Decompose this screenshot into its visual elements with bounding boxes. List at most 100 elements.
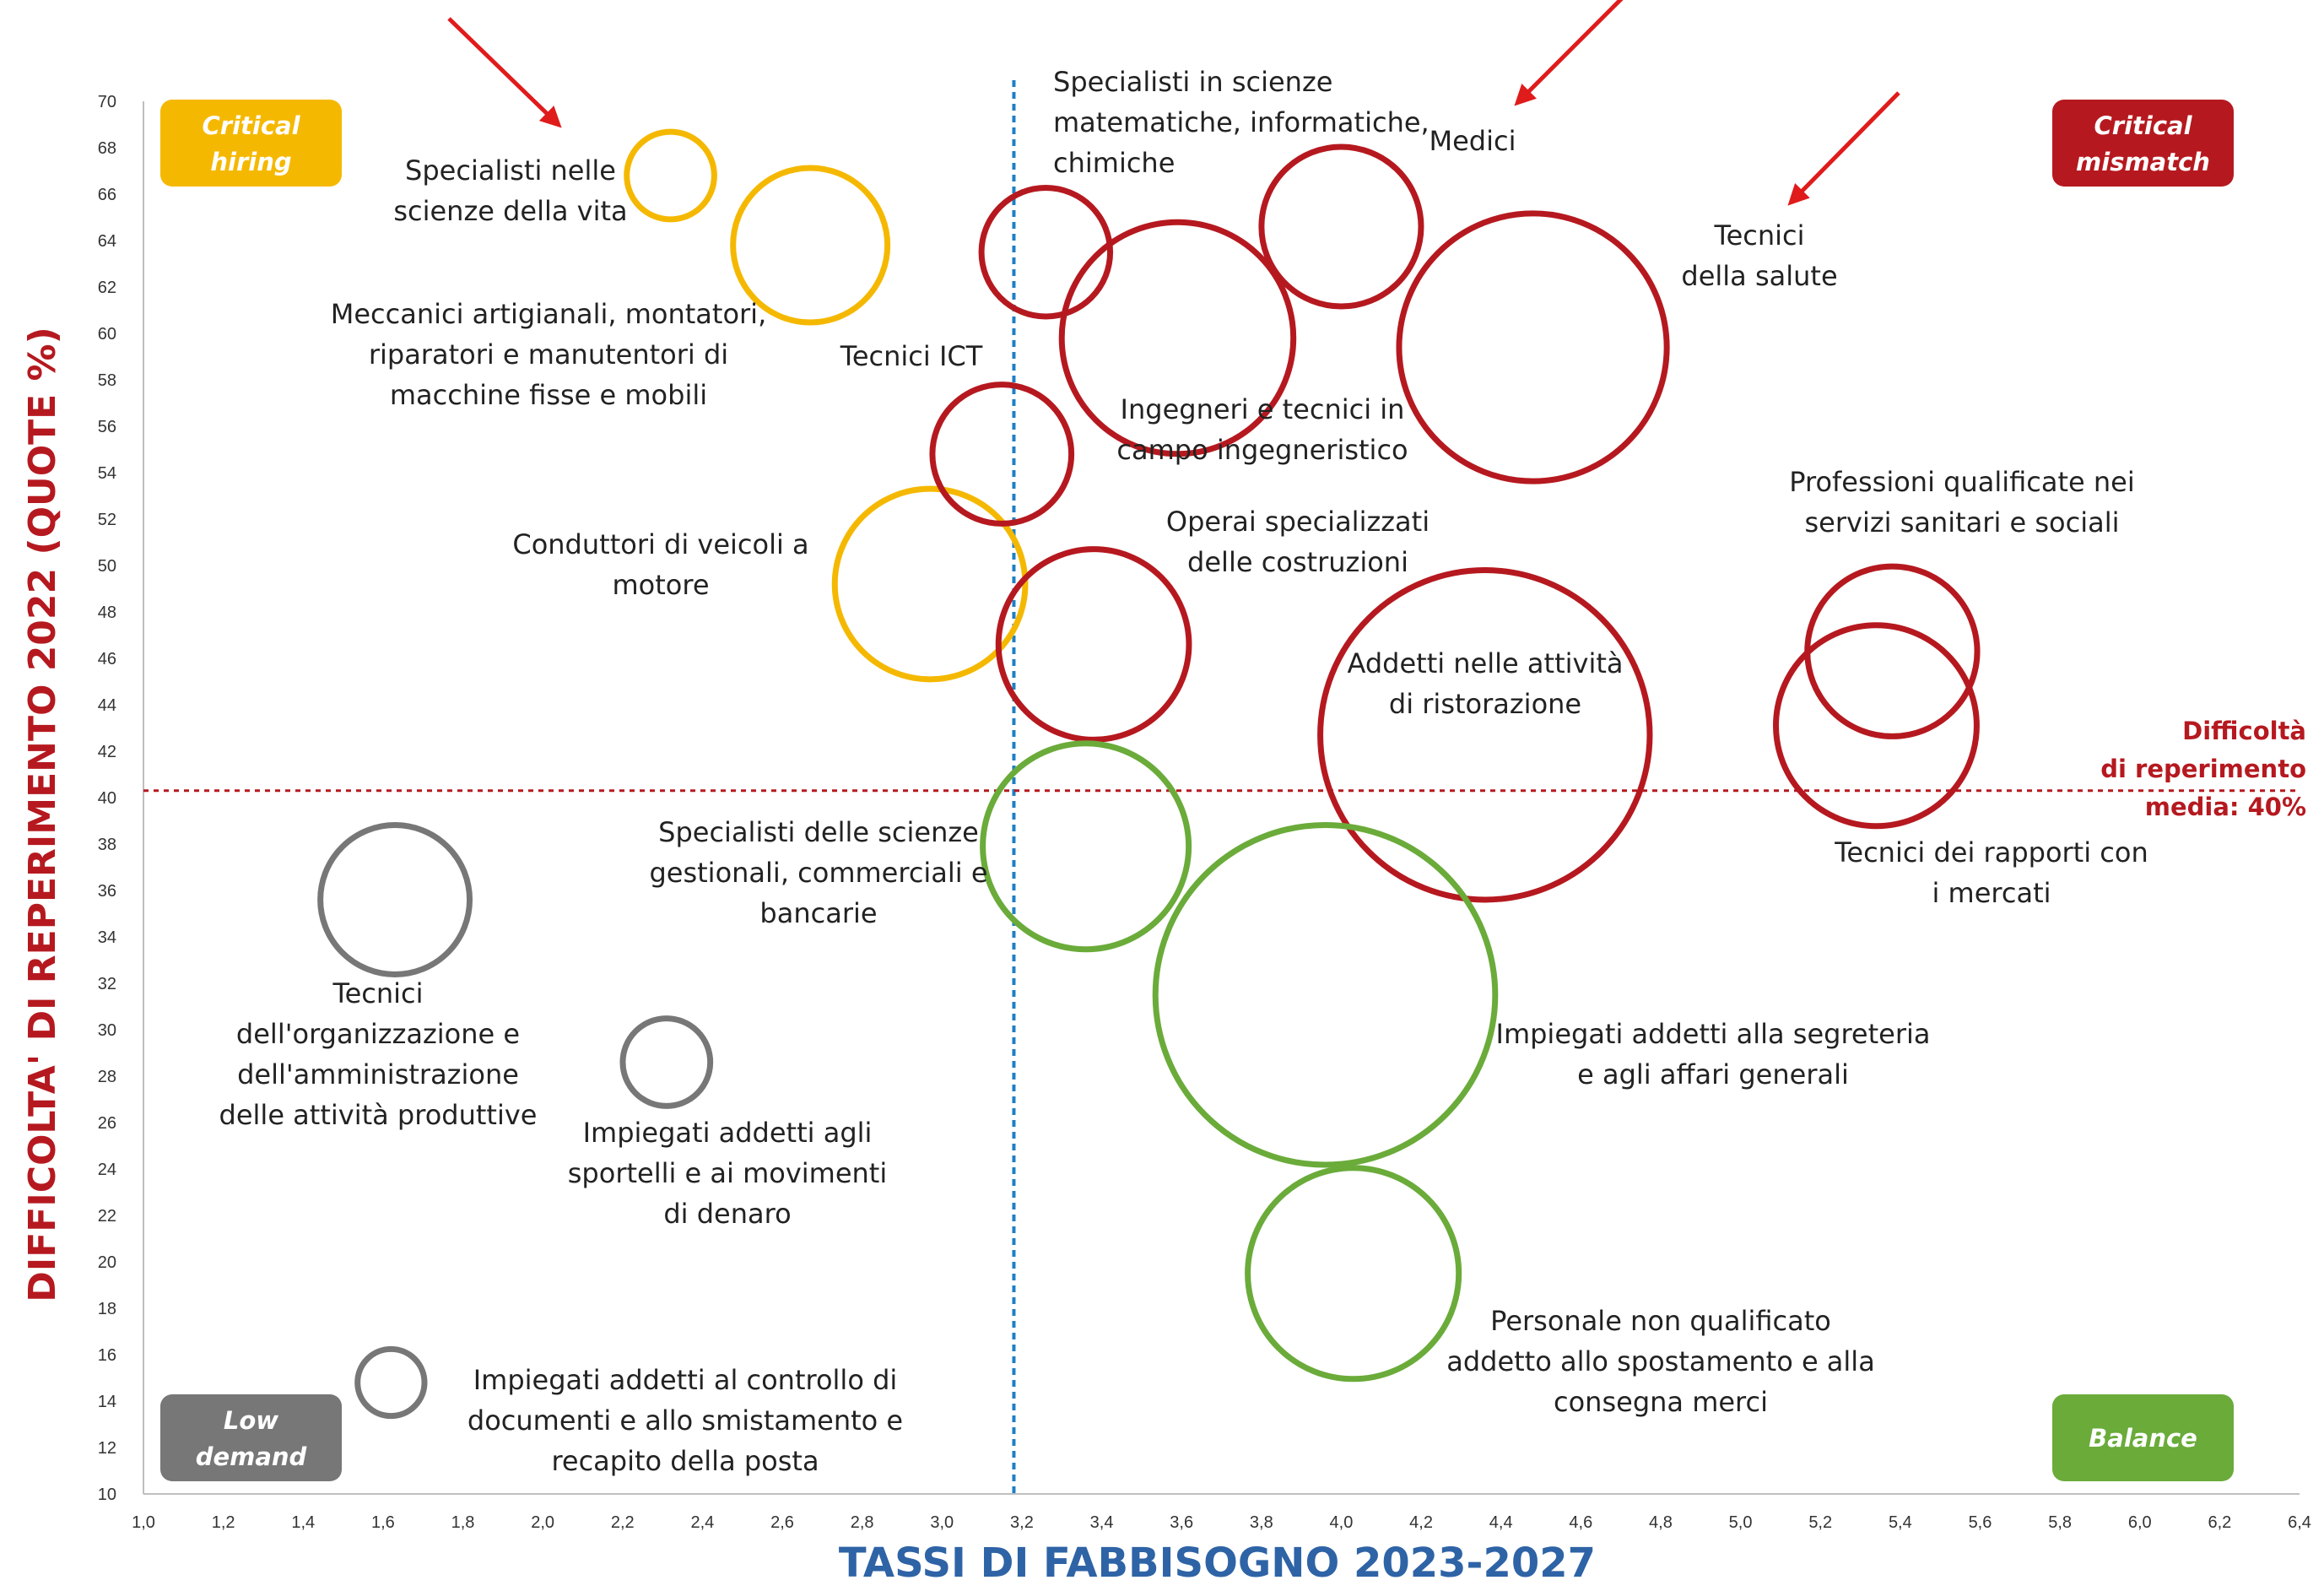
- y-tick-label: 38: [98, 836, 116, 854]
- y-tick-label: 12: [98, 1439, 116, 1458]
- quadrant-label: Critical mismatch: [2076, 111, 2210, 176]
- y-tick-label: 68: [98, 139, 116, 158]
- bubble: [624, 128, 717, 223]
- x-tick-label: 3,0: [930, 1513, 954, 1532]
- bubble: [1396, 210, 1670, 484]
- y-tick-label: 32: [98, 975, 116, 993]
- bubble-label: Tecnici dei rapporti con i mercati: [1834, 836, 2148, 909]
- y-tick-label: 64: [98, 232, 116, 251]
- bubble: [978, 185, 1114, 320]
- x-tick-label: 3,2: [1010, 1513, 1034, 1532]
- y-tick-label: 42: [98, 743, 116, 761]
- bubble: [1245, 1165, 1462, 1383]
- y-tick-label: 36: [98, 882, 116, 901]
- bubble: [995, 546, 1192, 743]
- x-tick-label: 4,8: [1649, 1513, 1673, 1532]
- x-tick-label: 2,8: [851, 1513, 874, 1532]
- x-tick-label: 1,6: [371, 1513, 395, 1532]
- y-tick-label: 58: [98, 371, 116, 390]
- x-tick-label: 1,4: [291, 1513, 315, 1532]
- bubble-label: Ingegneri e tecnici in campo ingegneristi…: [1116, 393, 1408, 466]
- x-axis-title: TASSI DI FABBISOGNO 2023-2027: [839, 1540, 1596, 1587]
- y-tick-label: 18: [98, 1300, 116, 1318]
- quadrant-badge: [2052, 1394, 2234, 1481]
- x-tick-label: 3,4: [1090, 1513, 1114, 1532]
- bubble-label: Tecnici della salute: [1681, 219, 1837, 292]
- quadrant-badge: [160, 100, 342, 187]
- x-tick-label: 4,6: [1569, 1513, 1592, 1532]
- x-tick-label: 6,4: [2288, 1513, 2311, 1532]
- x-tick-label: 1,0: [132, 1513, 155, 1532]
- y-tick-label: 52: [98, 511, 116, 529]
- y-tick-label: 22: [98, 1207, 116, 1226]
- bubble: [619, 1015, 714, 1109]
- y-tick-label: 20: [98, 1253, 116, 1272]
- y-tick-label: 62: [98, 279, 116, 297]
- bubble-label: Tecnici ICT: [840, 340, 983, 372]
- x-tick-label: 6,2: [2208, 1513, 2231, 1532]
- annotation-arrow: [447, 17, 562, 128]
- bubble: [1152, 821, 1499, 1168]
- quadrant-badge: [2052, 100, 2234, 187]
- bubble-label: Specialisti delle scienze gestionali, com…: [649, 816, 987, 929]
- quadrant-label: Balance: [2089, 1424, 2197, 1453]
- bubble-label: Operai specializzati delle costruzioni: [1166, 506, 1430, 578]
- bubble-label: Meccanici artigianali, montatori, riparat…: [331, 298, 766, 411]
- bubble-label: Impiegati addetti al controllo di documen…: [468, 1364, 903, 1477]
- bubble-label: Specialisti nelle scienze della vita: [393, 154, 627, 227]
- y-tick-label: 56: [98, 418, 116, 436]
- x-tick-label: 5,0: [1729, 1513, 1753, 1532]
- y-tick-label: 26: [98, 1114, 116, 1133]
- bubble: [929, 382, 1075, 527]
- y-tick-label: 70: [98, 93, 116, 111]
- bubble-label: Impiegati addetti alla segreteria e agli …: [1496, 1018, 1931, 1090]
- bubble: [1058, 219, 1297, 457]
- x-tick-label: 2,4: [691, 1513, 715, 1532]
- bubble-label: Medici: [1430, 125, 1516, 157]
- bubble-label: Addetti nelle attività di ristorazione: [1348, 647, 1624, 720]
- x-tick-label: 5,6: [1969, 1513, 1992, 1532]
- y-tick-label: 30: [98, 1021, 116, 1040]
- y-tick-label: 10: [98, 1485, 116, 1504]
- bubble: [730, 165, 891, 326]
- bubble-label: Personale non qualificato addetto allo sp…: [1446, 1305, 1875, 1418]
- bubble: [831, 485, 1029, 683]
- bubble: [317, 822, 473, 977]
- quadrant-badge: [160, 1394, 342, 1481]
- y-tick-label: 50: [98, 557, 116, 576]
- bubble-label: Impiegati addetti agli sportelli e ai mov…: [568, 1117, 887, 1230]
- quadrant-label: Critical hiring: [202, 111, 300, 176]
- y-tick-label: 46: [98, 650, 116, 668]
- y-tick-label: 28: [98, 1068, 116, 1086]
- bubble: [1773, 622, 1980, 830]
- bubble-label: Tecnici dell'organizzazione e dell'amminis…: [219, 977, 538, 1131]
- x-tick-label: 1,8: [451, 1513, 475, 1532]
- x-tick-label: 4,0: [1330, 1513, 1354, 1532]
- x-tick-label: 2,2: [611, 1513, 635, 1532]
- annotation-arrow: [1514, 0, 1624, 106]
- y-tick-label: 66: [98, 186, 116, 204]
- y-tick-label: 24: [98, 1161, 116, 1179]
- x-tick-label: 5,4: [1889, 1513, 1912, 1532]
- bubble: [1258, 143, 1424, 310]
- quadrant-label: Low demand: [196, 1406, 307, 1471]
- y-tick-label: 16: [98, 1346, 116, 1365]
- y-tick-label: 60: [98, 325, 116, 344]
- y-tick-label: 14: [98, 1393, 116, 1411]
- bubble-label: Specialisti in scienze matematiche, infor…: [1053, 66, 1430, 179]
- bubble-label: Professioni qualificate nei servizi sanit…: [1789, 466, 2134, 538]
- x-tick-label: 6,0: [2128, 1513, 2152, 1532]
- x-tick-label: 2,6: [770, 1513, 794, 1532]
- y-tick-label: 40: [98, 789, 116, 808]
- bubble: [354, 1345, 428, 1420]
- bubble: [1317, 567, 1653, 903]
- y-tick-label: 34: [98, 928, 116, 947]
- x-tick-label: 3,8: [1250, 1513, 1273, 1532]
- x-tick-label: 1,2: [212, 1513, 235, 1532]
- x-tick-label: 2,0: [531, 1513, 554, 1532]
- bubble-label: Conduttori di veicoli a motore: [512, 528, 808, 601]
- bubble: [980, 740, 1192, 953]
- y-tick-label: 48: [98, 603, 116, 622]
- y-tick-label: 54: [98, 464, 116, 483]
